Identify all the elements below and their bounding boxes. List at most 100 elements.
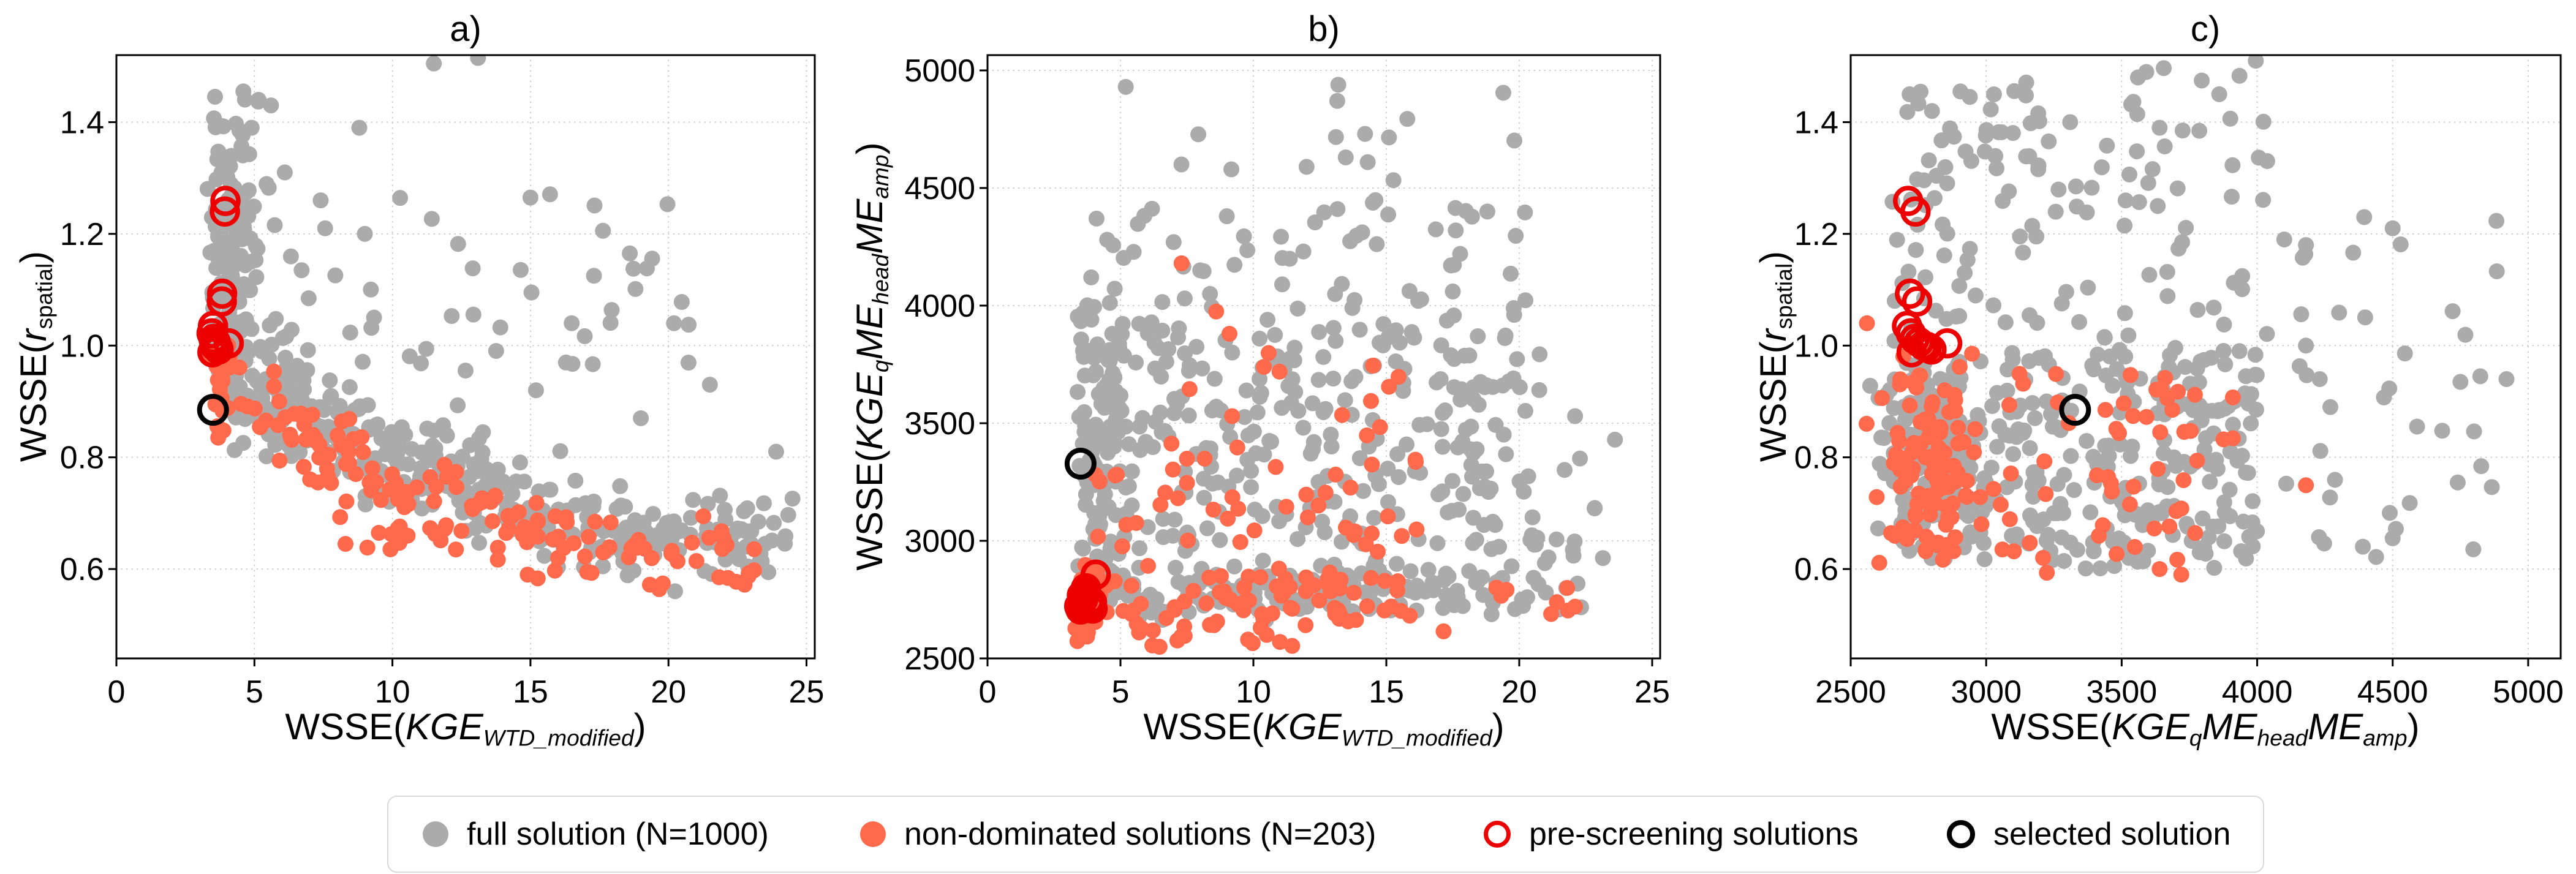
scatter-point-full — [1999, 382, 2015, 399]
scatter-point-full — [2025, 513, 2041, 529]
scatter-point-full — [2191, 122, 2208, 139]
panel-c-plot: 2500 3000 3500 4000 4500 5000 0.6 0.8 1.0 1.2 1.4 — [1794, 54, 2564, 710]
scatter-point-full — [2322, 399, 2338, 415]
scatter-point-full — [681, 317, 697, 333]
y-tick-label: 0.8 — [60, 440, 104, 476]
pre-screening-marker — [1902, 286, 1933, 317]
scatter-point-full — [1375, 316, 1392, 333]
scatter-point-non-dominated — [2111, 425, 2128, 442]
scatter-point-full — [2202, 473, 2218, 490]
scatter-point-non-dominated — [1886, 455, 1902, 472]
scatter-point-non-dominated — [684, 534, 700, 551]
scatter-point-non-dominated — [1945, 543, 1962, 559]
scatter-point-full — [2144, 161, 2161, 178]
scatter-point-full — [1357, 126, 1373, 142]
scatter-point-full — [1255, 552, 1271, 569]
scatter-point-non-dominated — [2189, 453, 2205, 469]
scatter-point-non-dominated — [1176, 618, 1193, 635]
scatter-point-non-dominated — [1260, 345, 1277, 361]
scatter-point-full — [2178, 219, 2194, 236]
scatter-point-full — [1495, 85, 1511, 101]
scatter-point-full — [1073, 331, 1089, 348]
scatter-point-full — [1465, 379, 1481, 396]
axis-label-segment: ) — [2407, 706, 2420, 747]
scatter-point-full — [465, 306, 482, 323]
scatter-point-full — [768, 443, 784, 460]
scatter-point-non-dominated — [1435, 623, 1452, 639]
scatter-point-full — [1111, 399, 1127, 416]
scatter-point-non-dominated — [2159, 390, 2175, 407]
scatter-point-full — [2167, 340, 2183, 356]
x-tick-label: 20 — [651, 674, 686, 710]
scatter-point-full — [1165, 234, 1182, 251]
scatter-point-full — [2096, 330, 2113, 346]
scatter-point-full — [680, 355, 697, 371]
scatter-point-non-dominated — [1947, 473, 1963, 490]
scatter-point-full — [2082, 504, 2099, 521]
scatter-point-full — [1243, 462, 1260, 479]
scatter-point-full — [1079, 432, 1096, 448]
scatter-point-non-dominated — [1342, 480, 1359, 496]
scatter-point-full — [2069, 198, 2085, 215]
scatter-point-non-dominated — [1859, 315, 1875, 331]
y-tick-label: 2500 — [904, 641, 975, 677]
scatter-point-non-dominated — [1230, 500, 1247, 517]
scatter-point-full — [2151, 119, 2168, 136]
scatter-point-non-dominated — [1964, 345, 1981, 362]
pre-screening-marker — [1900, 196, 1931, 227]
scatter-point-full — [1307, 214, 1323, 231]
axis-label-segment: WSSE( — [1991, 706, 2112, 747]
scatter-point-full — [240, 182, 257, 198]
scatter-point-non-dominated — [1299, 509, 1316, 526]
scatter-point-full — [1502, 265, 1519, 282]
scatter-point-full — [1106, 281, 1123, 297]
scatter-point-full — [2024, 394, 2041, 411]
scatter-point-non-dominated — [409, 479, 425, 495]
scatter-point-non-dominated — [2169, 551, 2186, 568]
scatter-point-full — [1446, 379, 1462, 396]
scatter-point-full — [2085, 543, 2102, 560]
scatter-point-non-dominated — [2001, 511, 2018, 527]
scatter-point-full — [523, 284, 540, 301]
scatter-point-full — [342, 324, 358, 341]
scatter-point-full — [1432, 371, 1449, 388]
pre-screening-marker — [210, 186, 241, 216]
scatter-point-non-dominated — [1254, 606, 1271, 622]
scatter-point-full — [2123, 96, 2139, 113]
scatter-point-non-dominated — [1543, 606, 1560, 622]
panel-c-title: c) — [2190, 9, 2221, 49]
scatter-point-full — [2026, 410, 2043, 426]
scatter-point-non-dominated — [1902, 397, 1918, 414]
scatter-point-non-dominated — [1402, 608, 1418, 624]
scatter-point-full — [2121, 166, 2137, 183]
scatter-point-full — [1926, 190, 1943, 206]
scatter-point-full — [227, 442, 243, 458]
scatter-point-full — [1435, 600, 1451, 616]
scatter-point-full — [2038, 532, 2055, 549]
scatter-point-full — [1464, 208, 1480, 225]
axis-label-segment: ) — [1492, 706, 1505, 747]
x-tick-label: 25 — [789, 674, 825, 710]
scatter-point-non-dominated — [1921, 533, 1938, 549]
scatter-point-full — [1131, 315, 1147, 332]
scatter-point-full — [1273, 228, 1290, 245]
scatter-point-full — [1448, 222, 1464, 239]
scatter-point-non-dominated — [266, 363, 282, 380]
scatter-point-non-dominated — [364, 460, 380, 477]
scatter-point-non-dominated — [2036, 453, 2053, 470]
scatter-point-full — [2209, 461, 2226, 477]
scatter-point-full — [2140, 175, 2156, 191]
axis-label-segment: KGE — [1264, 706, 1342, 747]
scatter-point-full — [1274, 399, 1290, 416]
panel-b-plot: 0 5 10 15 20 25 2500 3000 3500 4000 4500 5000 — [904, 53, 1670, 710]
scatter-point-full — [1524, 509, 1541, 526]
scatter-point-non-dominated — [500, 508, 516, 524]
scatter-point-full — [1105, 364, 1121, 381]
scatter-point-non-dominated — [319, 461, 335, 477]
scatter-point-full — [1180, 363, 1197, 379]
scatter-point-non-dominated — [1887, 527, 1903, 544]
scatter-point-full — [1928, 167, 1944, 184]
scatter-point-full — [1274, 276, 1290, 293]
axis-label-segment: WSSE( — [848, 450, 890, 571]
scatter-point-full — [2018, 74, 2034, 91]
